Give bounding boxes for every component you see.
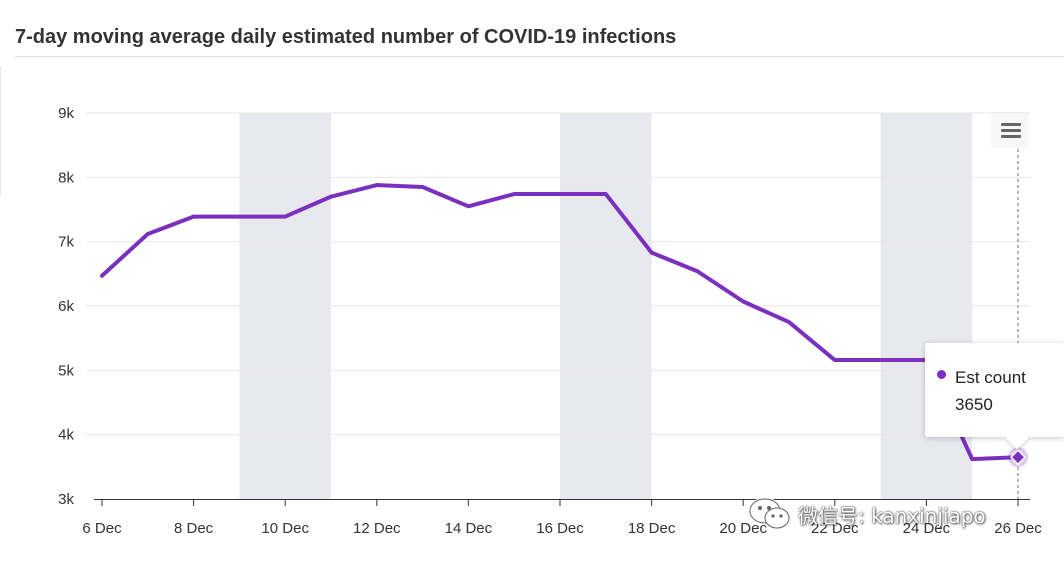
x-axis: 6 Dec 8 Dec 10 Dec 12 Dec 14 Dec 16 Dec 18 Dec… — [82, 499, 1042, 537]
series-dot-icon — [937, 370, 946, 379]
x-tick-label: 14 Dec — [445, 520, 493, 537]
x-tick-label: 22 Dec — [811, 520, 859, 537]
x-tick-label: 16 Dec — [536, 520, 584, 537]
watermark-text: 微信号: kanxinjiapo — [798, 503, 986, 528]
title-divider — [15, 56, 1064, 57]
y-tick-label: 5k — [58, 362, 74, 379]
y-tick-label: 8k — [58, 169, 74, 186]
tooltip-series-name: Est count — [955, 368, 1026, 387]
x-tick-label: 26 Dec — [994, 520, 1042, 537]
series-line-est-count — [100, 183, 1020, 462]
y-tick-label: 9k — [58, 105, 74, 122]
hover-point — [1009, 449, 1027, 466]
grid-lines — [86, 112, 1030, 436]
tooltip-value: 3650 — [955, 395, 993, 414]
series-line — [100, 183, 1020, 462]
y-tick-label: 7k — [58, 234, 74, 251]
chart-menu-button[interactable] — [992, 113, 1028, 147]
y-tick-label: 4k — [58, 427, 74, 444]
x-tick-label: 24 Dec — [903, 520, 951, 537]
x-tick-label: 20 Dec — [719, 520, 767, 537]
left-divider — [0, 66, 1, 196]
chart-title: 7-day moving average daily estimated num… — [15, 26, 677, 48]
tooltip-body: Est count 3650 — [925, 343, 1064, 437]
x-tick-label: 10 Dec — [261, 520, 309, 537]
x-tick-label: 12 Dec — [353, 520, 401, 537]
y-tick-label: 6k — [58, 298, 74, 315]
tooltip: Est count 3650 — [925, 343, 1064, 450]
wechat-icon — [748, 497, 790, 529]
hover-marker — [1008, 447, 1028, 468]
x-tick-label: 8 Dec — [174, 520, 214, 537]
x-tick-label: 18 Dec — [628, 520, 676, 537]
y-axis-labels: 3k 4k 5k 6k 7k 8k 9k — [58, 105, 74, 508]
watermark: 微信号: kanxinjiapo — [748, 496, 986, 532]
y-tick-label: 3k — [58, 491, 74, 508]
x-tick-label: 6 Dec — [82, 520, 122, 537]
